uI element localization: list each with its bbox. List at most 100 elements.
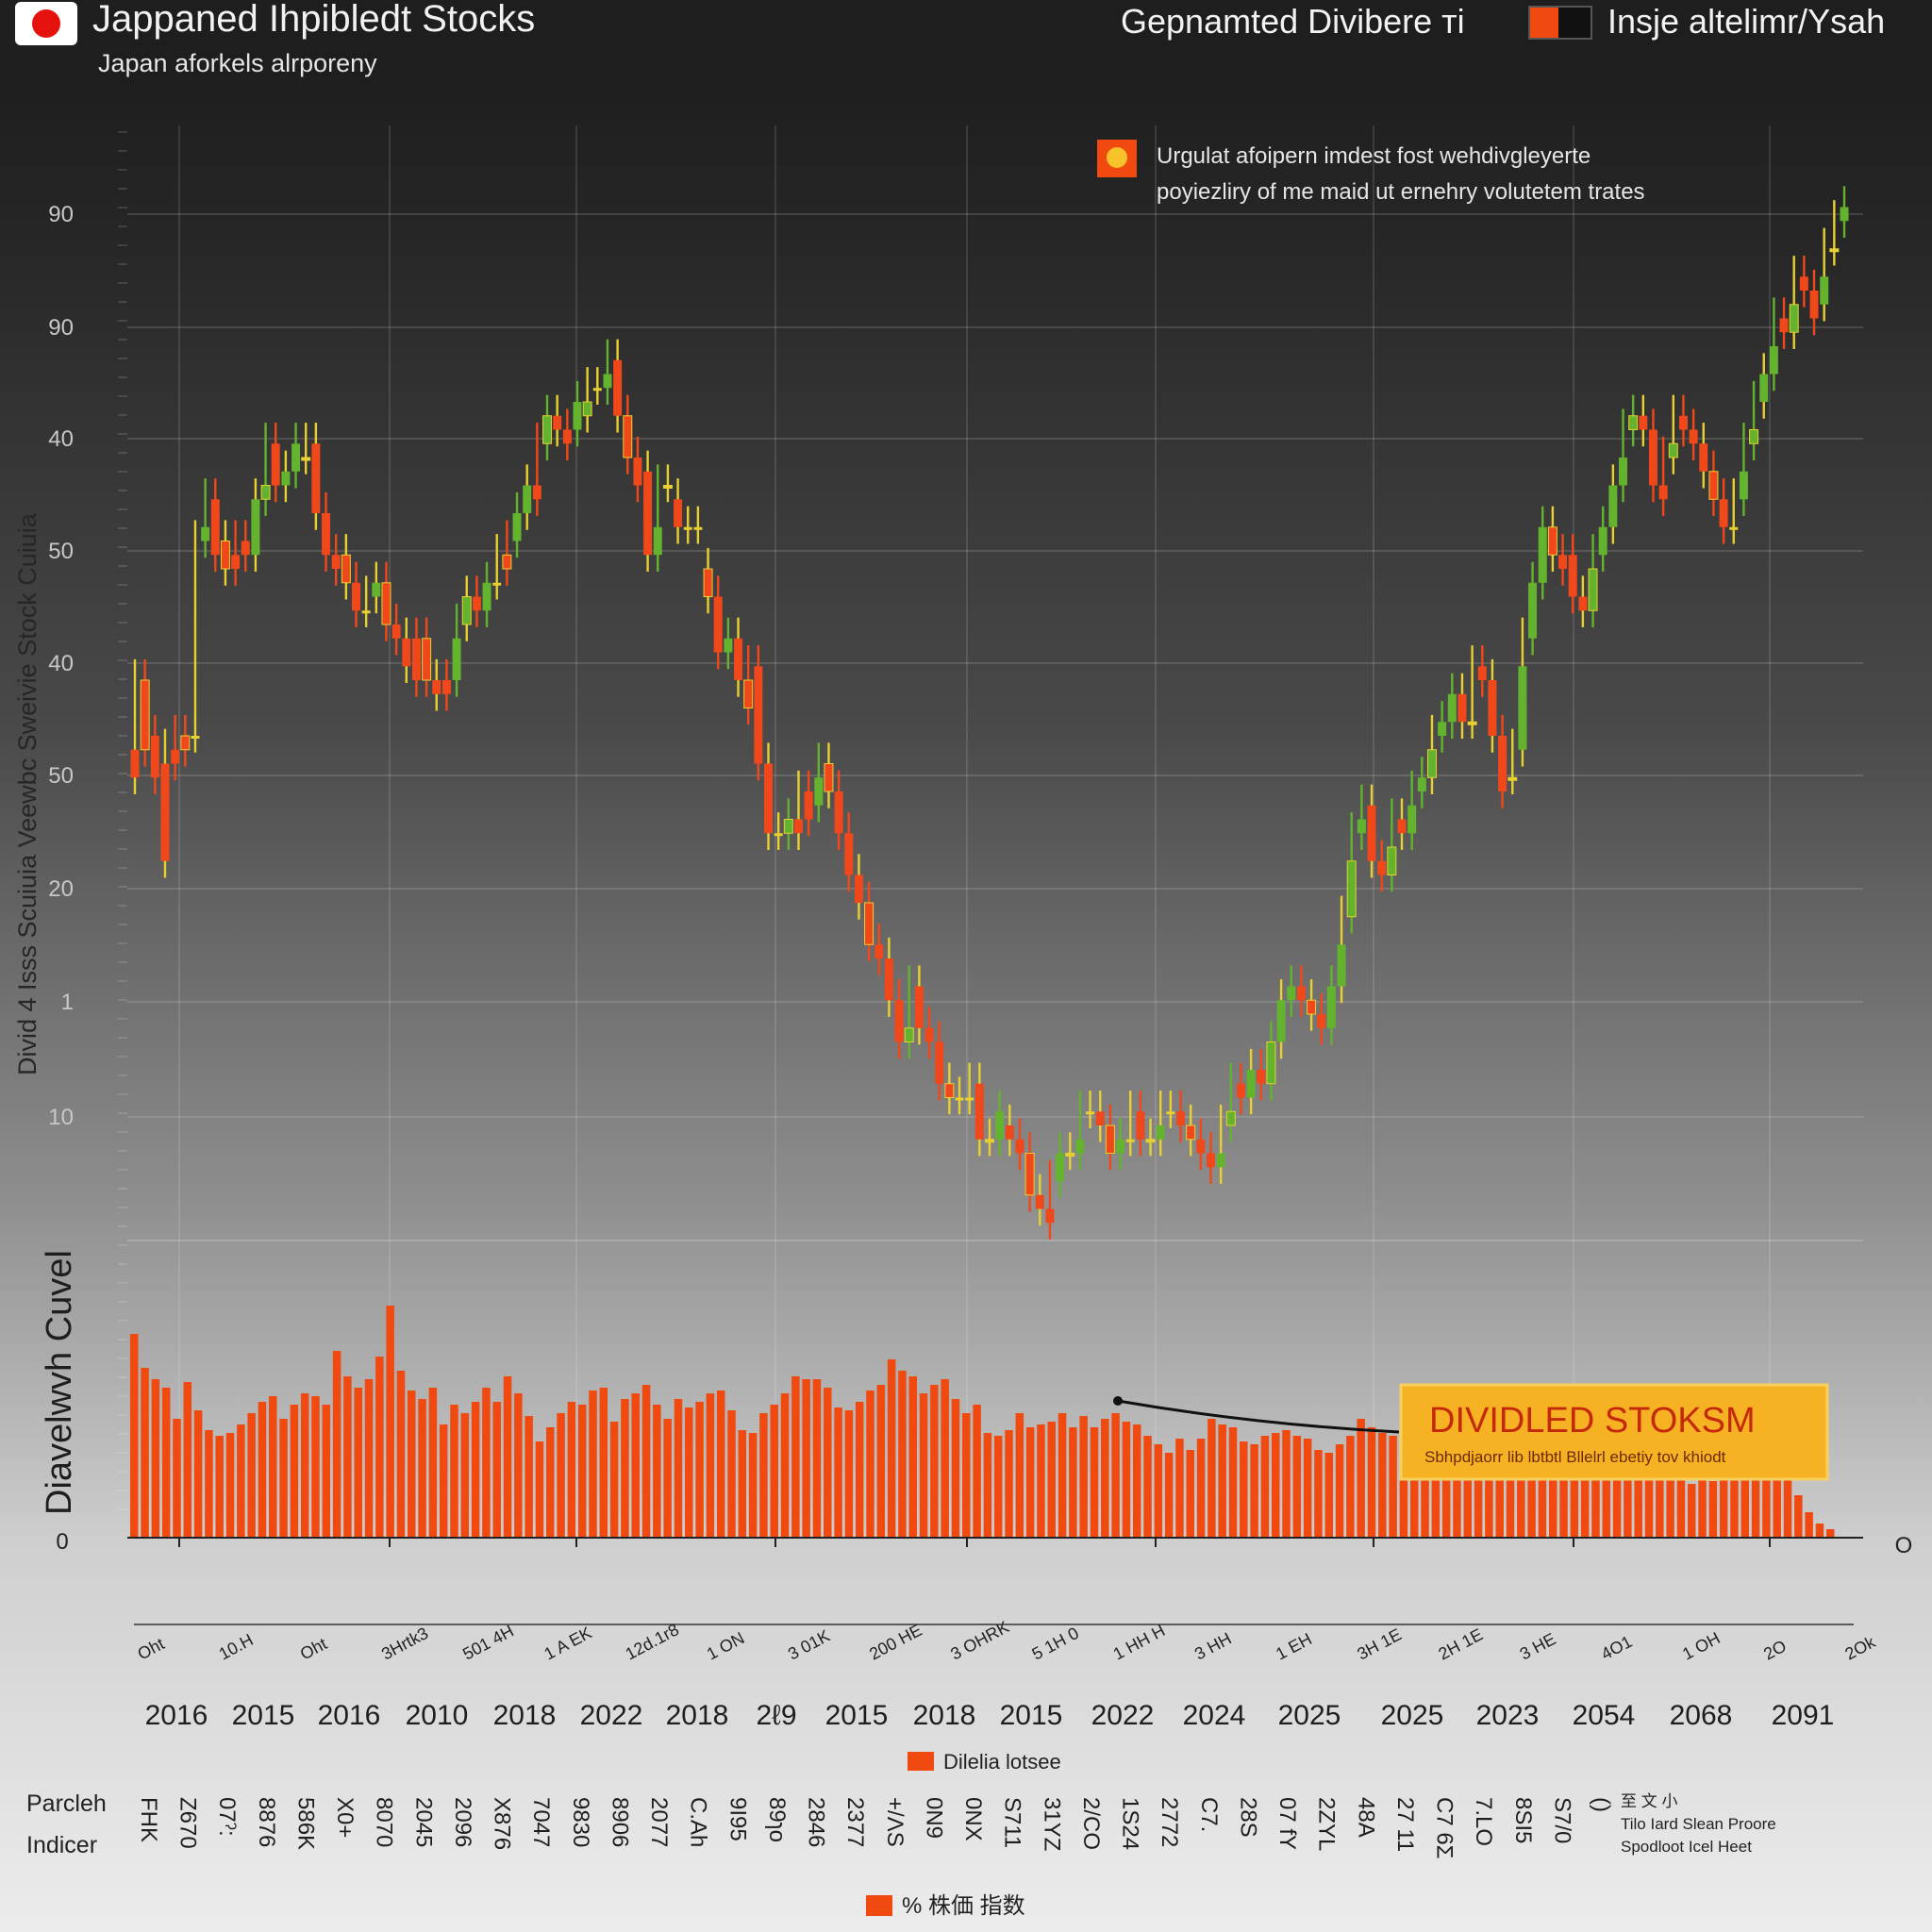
x-year-label: 2015 xyxy=(1000,1700,1063,1731)
volume-bar xyxy=(141,1368,149,1538)
volume-bar xyxy=(375,1357,384,1538)
volume-bar xyxy=(492,1402,501,1538)
x-tick-label-rotated: 2O xyxy=(1760,1637,1790,1664)
y-tick-label: 50 xyxy=(48,539,74,564)
x-row-value: 89ɿo xyxy=(764,1797,790,1842)
legend-volume-swatch xyxy=(908,1752,934,1771)
candle-body xyxy=(1739,471,1748,500)
x-year-label: 2022 xyxy=(580,1700,643,1731)
volume-bar xyxy=(1708,1481,1718,1538)
x-year-label: 2018 xyxy=(913,1700,976,1731)
volume-bar xyxy=(759,1413,768,1538)
volume-bar xyxy=(1058,1413,1067,1538)
volume-bar xyxy=(1570,1456,1579,1538)
candle-body xyxy=(322,513,331,556)
candle-body xyxy=(1558,555,1568,569)
volume-bar xyxy=(653,1405,661,1538)
volume-bar xyxy=(641,1385,651,1538)
x-row-value: 8876 xyxy=(254,1797,279,1847)
candle-body xyxy=(1598,526,1607,556)
candle-body xyxy=(1377,860,1387,875)
candle-body xyxy=(220,541,230,570)
candle-body xyxy=(291,443,301,472)
x-year-label: 2016 xyxy=(145,1700,208,1731)
legend-index-label: % 株価 指数 xyxy=(902,1893,1025,1919)
legend-volume-label: Dilelia lotsee xyxy=(943,1750,1061,1774)
candle-body xyxy=(341,554,351,584)
candle-body xyxy=(844,833,854,875)
candle-body xyxy=(523,485,532,513)
volume-bar xyxy=(1240,1441,1248,1538)
volume-bar xyxy=(685,1407,693,1538)
candle-body xyxy=(472,596,481,611)
chart-title: Jappaned Ihpibledt Stocks xyxy=(92,0,536,40)
y-tick-label: 20 xyxy=(48,876,74,902)
volume-bar xyxy=(1324,1453,1334,1538)
header-legend-label: Insje altelimr/Ysah xyxy=(1607,2,1886,41)
candle-body xyxy=(693,526,703,530)
candle-body xyxy=(1628,415,1639,430)
candle-body xyxy=(1457,693,1467,723)
y-tick-label: 50 xyxy=(48,763,74,789)
volume-bar xyxy=(1111,1413,1120,1538)
candle-body xyxy=(1005,1125,1014,1140)
volume-bar xyxy=(1303,1439,1312,1538)
volume-bar xyxy=(791,1376,800,1538)
candle-body xyxy=(1547,526,1557,556)
x-tick-label-rotated: 1 HH H xyxy=(1110,1621,1168,1663)
candle-body xyxy=(201,526,210,541)
candle-body xyxy=(1809,291,1819,319)
volume-bar xyxy=(1101,1419,1109,1538)
candle-body xyxy=(824,763,834,792)
candle-body xyxy=(1015,1139,1024,1154)
x-row-value: +/ΛS xyxy=(882,1797,908,1847)
candle-body xyxy=(1678,415,1688,430)
x-tick-label-rotated: 501 4H xyxy=(459,1622,517,1664)
candle-body xyxy=(492,582,502,586)
volume-bar xyxy=(898,1371,907,1538)
candle-body xyxy=(582,401,592,417)
volume-bar xyxy=(567,1402,576,1538)
volume-bar xyxy=(1025,1427,1035,1538)
volume-bar xyxy=(1132,1424,1141,1538)
x-row-value: C.Ah xyxy=(686,1797,711,1847)
candle-body xyxy=(361,610,371,614)
volume-bar xyxy=(1186,1450,1195,1538)
volume-bar xyxy=(332,1351,341,1538)
x-year-label: 2068 xyxy=(1670,1700,1733,1731)
legend-volume: Dilelia lotsee xyxy=(908,1750,1061,1774)
candle-body xyxy=(724,638,733,653)
volume-bar xyxy=(1260,1436,1270,1538)
candle-body xyxy=(985,1139,994,1143)
volume-bar xyxy=(460,1413,470,1538)
candle-body xyxy=(532,485,541,500)
volume-bar xyxy=(1762,1464,1771,1538)
volume-bar xyxy=(1441,1456,1451,1538)
volume-bar xyxy=(941,1379,949,1538)
annotation-icon-dot xyxy=(1107,147,1127,168)
volume-bar xyxy=(1154,1444,1163,1538)
volume-bar xyxy=(1773,1470,1781,1538)
x-year-label: 2018 xyxy=(493,1700,557,1731)
candle-body xyxy=(1488,680,1497,736)
candle-body xyxy=(461,596,472,625)
candle-body xyxy=(1095,1111,1105,1125)
volume-bar xyxy=(1378,1433,1387,1538)
candle-body xyxy=(441,680,451,694)
candle-body xyxy=(1236,1083,1245,1098)
candle-body xyxy=(955,1097,964,1101)
candle-body xyxy=(1528,582,1538,639)
volume-bar xyxy=(183,1382,192,1538)
volume-bar xyxy=(1634,1450,1642,1538)
volume-bar xyxy=(1143,1436,1152,1538)
volume-bar xyxy=(824,1388,832,1538)
row-label-2: Indicer xyxy=(26,1832,98,1858)
candle-body xyxy=(884,958,893,1001)
candle-body xyxy=(1045,1208,1055,1224)
candle-body xyxy=(160,763,170,861)
volume-bar xyxy=(1069,1427,1077,1538)
callout-leader-line xyxy=(1117,1399,1400,1434)
x-year-label: 2016 xyxy=(318,1700,381,1731)
x-year-label: 2025 xyxy=(1381,1700,1444,1731)
volume-bar xyxy=(161,1388,171,1538)
